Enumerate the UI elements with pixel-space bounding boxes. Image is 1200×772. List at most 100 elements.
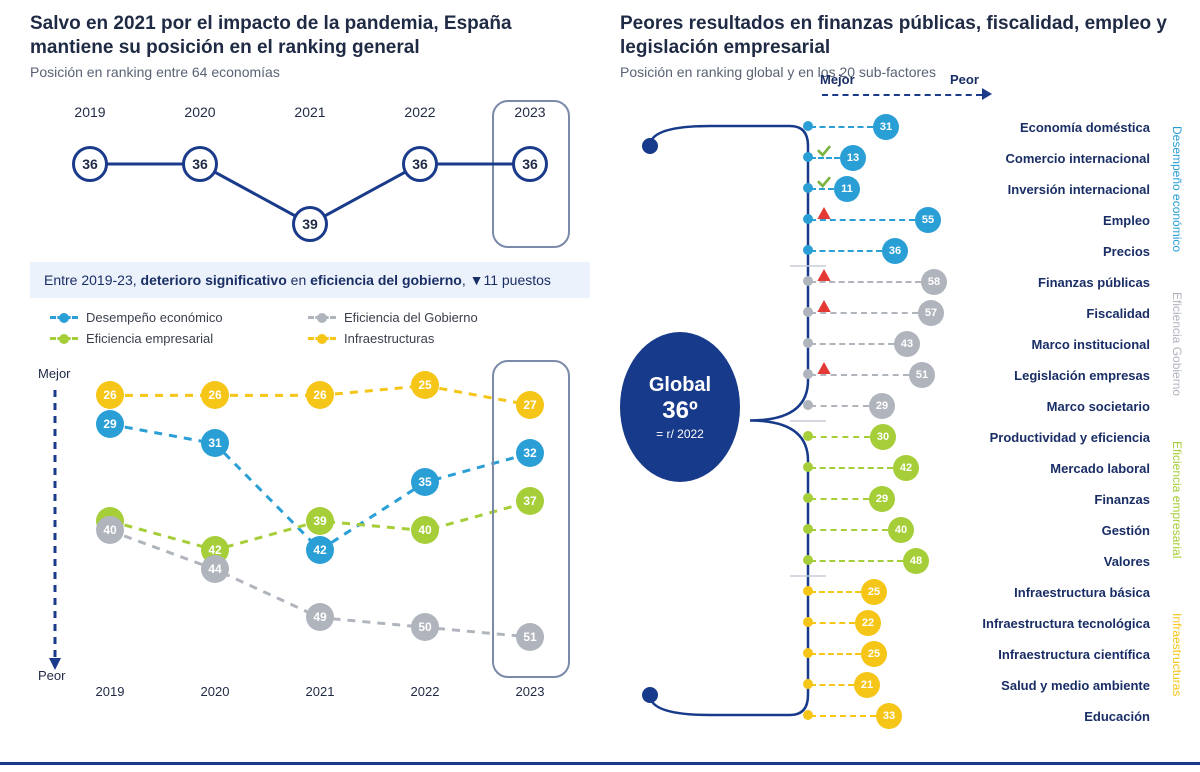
group-label: Desempeño económico (1170, 112, 1184, 267)
factor-connector (810, 653, 861, 655)
factor-value-bubble: 13 (840, 145, 866, 171)
right-subtitle: Posición en ranking global y en los 20 s… (620, 64, 1180, 80)
legend-label: Desempeño económico (86, 310, 223, 325)
legend-swatch (50, 316, 78, 319)
factor-row: 48 Valores (810, 546, 1150, 576)
factor-row: 42Mercado laboral (810, 453, 1150, 483)
factor-value-bubble: 48 (903, 548, 929, 574)
factor-label: Valores (1084, 554, 1150, 569)
x-axis-year: 2023 (516, 684, 545, 699)
factor-value-bubble: 29 (869, 486, 895, 512)
footer-rule (0, 762, 1200, 765)
factor-connector (810, 281, 921, 283)
factor-row: 36 Precios (810, 236, 1150, 266)
rank-marker: 36 (182, 146, 218, 182)
x-axis-year: 2020 (201, 684, 230, 699)
factor-value-bubble: 36 (882, 238, 908, 264)
legend: Desempeño económicoEficiencia del Gobier… (30, 310, 590, 346)
factor-label: Mercado laboral (1030, 461, 1150, 476)
callout-prefix: Entre 2019-23, (44, 272, 141, 288)
axis-worse-label: Peor (38, 668, 65, 683)
callout-bold2: eficiencia del gobierno (310, 272, 462, 288)
data-point: 26 (306, 381, 334, 409)
factor-label: Fiscalidad (1066, 306, 1150, 321)
factor-row: 29Marco societario (810, 391, 1150, 421)
factor-row: 51Legislación empresas (810, 360, 1150, 390)
legend-label: Infraestructuras (344, 331, 434, 346)
factor-value-bubble: 31 (873, 114, 899, 140)
data-point: 49 (306, 603, 334, 631)
factor-row: 13Comercio internacional (810, 143, 1150, 173)
global-line1: Global (649, 374, 711, 397)
legend-swatch (308, 316, 336, 319)
scale-arrow-head (982, 88, 992, 100)
factor-row: 25 Infraestructura básica (810, 577, 1150, 607)
factor-value-bubble: 58 (921, 269, 947, 295)
factor-row: 25Infraestructura científica (810, 639, 1150, 669)
factor-value-bubble: 57 (918, 300, 944, 326)
factor-connector (810, 126, 873, 128)
rank-marker: 36 (512, 146, 548, 182)
legend-item: Desempeño económico (50, 310, 280, 325)
factor-label: Gestión (1082, 523, 1150, 538)
factor-label: Infraestructura básica (994, 585, 1150, 600)
data-point: 32 (516, 439, 544, 467)
legend-swatch (308, 337, 336, 340)
curve-end-dot (642, 687, 658, 703)
factor-label: Empleo (1083, 213, 1150, 228)
data-point: 35 (411, 468, 439, 496)
data-point: 51 (516, 623, 544, 651)
rank-marker: 36 (402, 146, 438, 182)
factor-connector (810, 436, 870, 438)
factor-value-bubble: 21 (854, 672, 880, 698)
data-point: 37 (516, 487, 544, 515)
factor-value-bubble: 22 (855, 610, 881, 636)
legend-label: Eficiencia empresarial (86, 331, 213, 346)
right-panel: Peores resultados en finanzas públicas, … (590, 12, 1180, 769)
factor-row: 57 Fiscalidad (810, 298, 1150, 328)
factor-value-bubble: 29 (869, 393, 895, 419)
factor-connector (810, 250, 882, 252)
ranking-chart: 201936202036202139202236202336 (30, 94, 590, 254)
x-axis-year: 2022 (411, 684, 440, 699)
group-label: Infraestructuras (1170, 577, 1184, 732)
factor-connector (810, 405, 869, 407)
data-point: 31 (201, 429, 229, 457)
factor-value-bubble: 33 (876, 703, 902, 729)
left-title: Salvo en 2021 por el impacto de la pande… (30, 12, 590, 60)
factor-connector (810, 374, 909, 376)
group-label: Eficiencia empresarial (1170, 422, 1184, 577)
data-point: 50 (411, 613, 439, 641)
data-point: 29 (96, 410, 124, 438)
factor-row: 58 Finanzas públicas (810, 267, 1150, 297)
legend-swatch (50, 337, 78, 340)
group-label: Eficiencia Gobierno (1170, 267, 1184, 422)
factor-value-bubble: 55 (915, 207, 941, 233)
factor-row: 31Economía doméstica (810, 112, 1150, 142)
factor-row: 21 Salud y medio ambiente (810, 670, 1150, 700)
year-label: 2019 (74, 104, 105, 120)
factor-row: 33Educación (810, 701, 1150, 731)
data-point: 26 (96, 381, 124, 409)
left-panel: Salvo en 2021 por el impacto de la pande… (30, 12, 590, 769)
factor-label: Finanzas públicas (1018, 275, 1150, 290)
year-label: 2022 (404, 104, 435, 120)
factor-value-bubble: 30 (870, 424, 896, 450)
axis-better-label: Mejor (38, 366, 71, 381)
factor-label: Marco institucional (1012, 337, 1150, 352)
x-axis-year: 2019 (96, 684, 125, 699)
factor-label: Salud y medio ambiente (981, 678, 1150, 693)
factor-row: 55 Empleo (810, 205, 1150, 235)
factor-label: Productividad y eficiencia (970, 430, 1150, 445)
factor-label: Precios (1083, 244, 1150, 259)
factor-label: Inversión internacional (988, 182, 1150, 197)
factor-connector (810, 188, 834, 190)
data-point: 40 (411, 516, 439, 544)
data-point: 39 (306, 507, 334, 535)
factor-connector (810, 498, 869, 500)
right-title: Peores resultados en finanzas públicas, … (620, 12, 1180, 60)
legend-item: Eficiencia empresarial (50, 331, 280, 346)
curve-end-dot (642, 138, 658, 154)
factor-value-bubble: 25 (861, 579, 887, 605)
data-point: 26 (201, 381, 229, 409)
